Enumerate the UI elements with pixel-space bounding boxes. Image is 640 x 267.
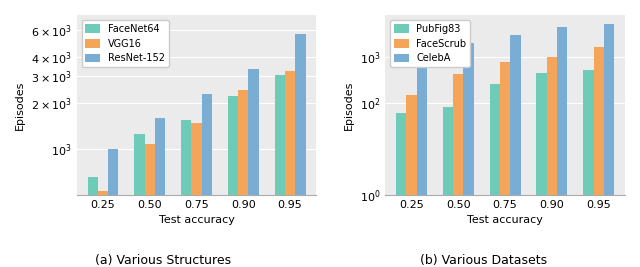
Bar (443, 107, 453, 267)
Legend: FaceNet64, VGG16, ResNet-152: FaceNet64, VGG16, ResNet-152 (81, 20, 169, 67)
Bar (593, 47, 604, 267)
Bar (406, 95, 417, 267)
Bar (490, 84, 500, 267)
Y-axis label: Episodes: Episodes (15, 80, 25, 130)
Y-axis label: Episodes: Episodes (344, 80, 354, 130)
Bar (202, 94, 212, 267)
X-axis label: Test accuracy: Test accuracy (467, 215, 543, 225)
Bar (248, 69, 259, 267)
Bar (228, 96, 238, 267)
Legend: PubFig83, FaceScrub, CelebA: PubFig83, FaceScrub, CelebA (390, 20, 470, 67)
Bar (557, 26, 567, 267)
Bar (155, 118, 165, 267)
Bar (285, 70, 295, 267)
Bar (547, 57, 557, 267)
Bar (536, 73, 547, 267)
Bar (604, 24, 614, 267)
Bar (238, 90, 248, 267)
Bar (583, 70, 593, 267)
Bar (88, 178, 98, 267)
Bar (417, 56, 427, 267)
Bar (453, 73, 463, 267)
Bar (396, 113, 406, 267)
Text: (a) Various Structures: (a) Various Structures (95, 254, 231, 267)
Bar (134, 134, 145, 267)
Bar (108, 149, 118, 267)
Bar (98, 191, 108, 267)
Bar (181, 120, 191, 267)
Bar (275, 75, 285, 267)
Bar (463, 43, 474, 267)
Bar (500, 62, 510, 267)
Bar (145, 144, 155, 267)
Bar (510, 35, 520, 267)
Bar (191, 123, 202, 267)
X-axis label: Test accuracy: Test accuracy (159, 215, 234, 225)
Text: (b) Various Datasets: (b) Various Datasets (420, 254, 547, 267)
Bar (295, 34, 305, 267)
